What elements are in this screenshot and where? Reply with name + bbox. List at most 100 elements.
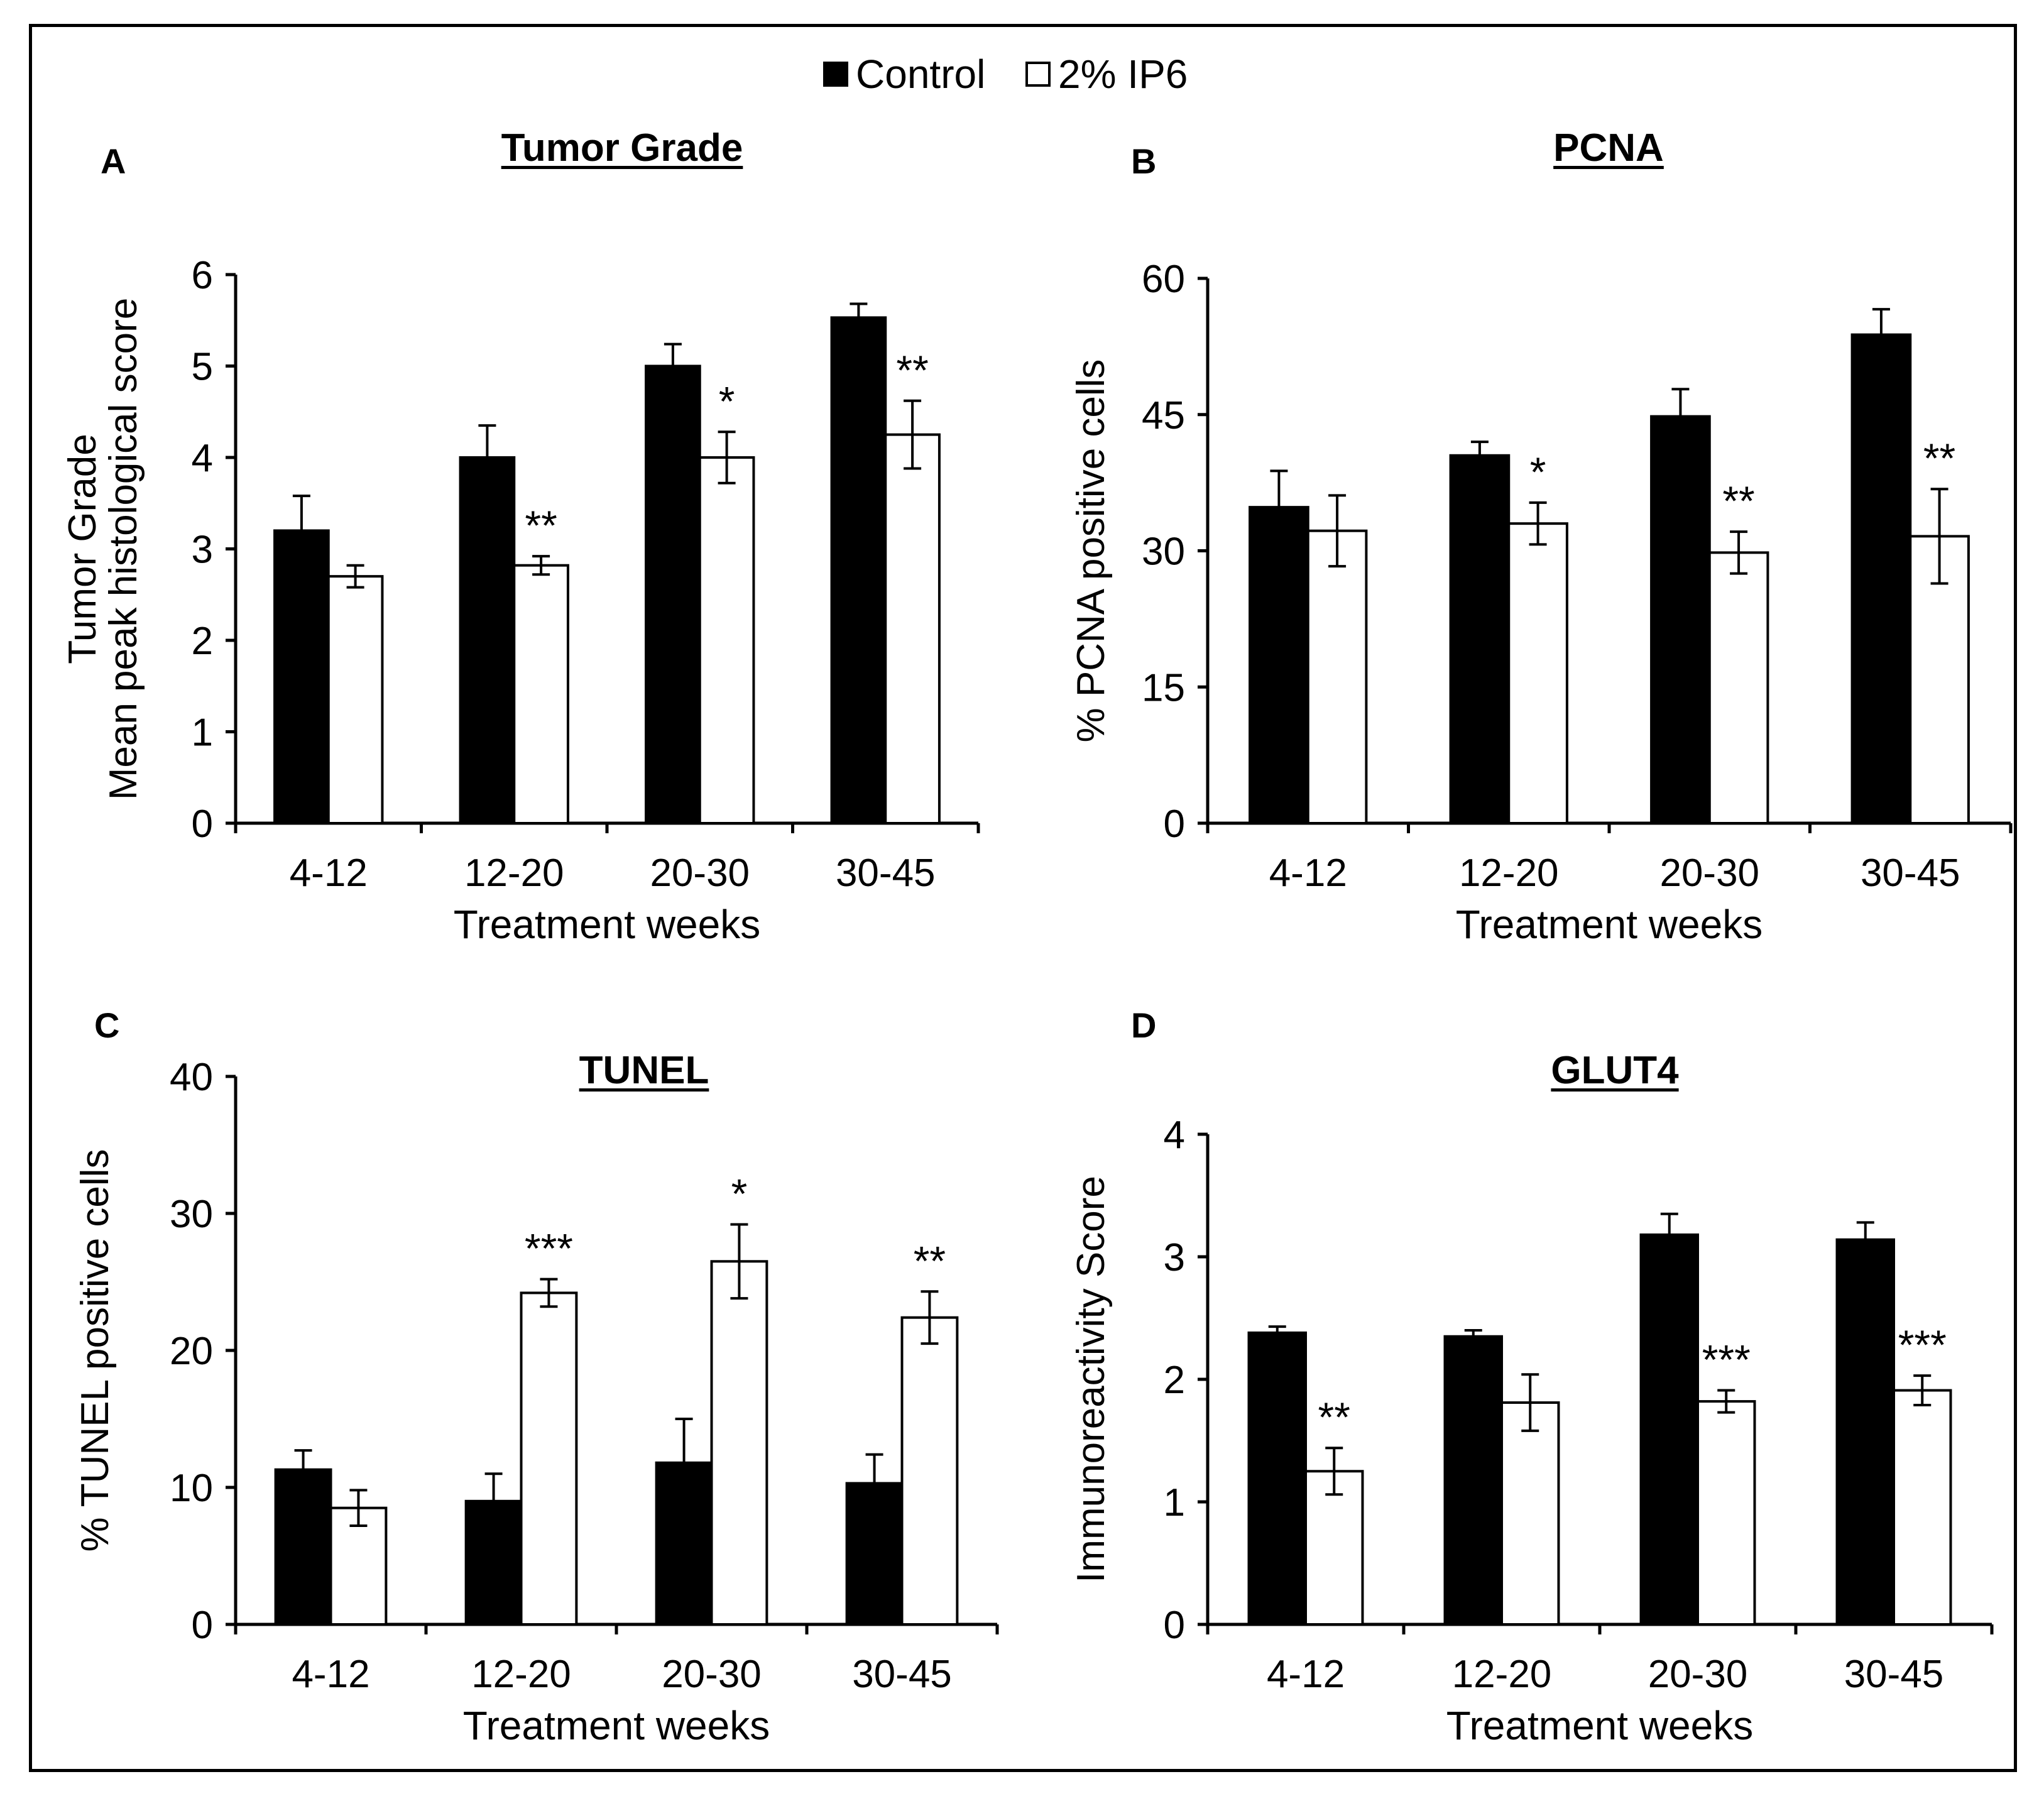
- p3-x-tick-label: 20-30: [662, 1653, 762, 1696]
- panel-letter-d: D: [1131, 1005, 1157, 1045]
- p3-bar-control: [845, 1482, 904, 1626]
- p2-x-axis-label: Treatment weeks: [1456, 902, 1763, 947]
- p2-y-tick-label: 30: [1142, 530, 1185, 574]
- p1-y-tick-label: 1: [192, 711, 213, 755]
- p3-bar-ip6: [710, 1260, 768, 1626]
- p4-x-tick-label: 30-45: [1844, 1653, 1944, 1696]
- p4-bar-control: [1639, 1233, 1700, 1626]
- figure-frame: [29, 24, 2017, 1772]
- p2-y-tick-label: 45: [1142, 394, 1185, 437]
- p3-y-tick-label: 10: [170, 1467, 213, 1510]
- p1-y-tick-label: 5: [192, 346, 213, 389]
- p1-y-tick-label: 3: [192, 528, 213, 572]
- p2-y-tick-label: 15: [1142, 666, 1185, 709]
- p2-y-tick-label: 60: [1142, 258, 1185, 301]
- p1-bar-control: [459, 456, 516, 824]
- p3-y-axis-label: % TUNEL positive cells: [74, 1149, 117, 1552]
- p4-bar-ip6: [1697, 1400, 1756, 1626]
- panel-letter-c: C: [94, 1005, 120, 1045]
- p1-y-tick-label: 0: [192, 802, 213, 846]
- p3-bar-control: [655, 1461, 713, 1626]
- p1-bar-control: [645, 364, 701, 824]
- p4-bar-control: [1835, 1238, 1896, 1626]
- p4-bar-ip6: [1893, 1389, 1952, 1626]
- legend-item-control: Control: [823, 49, 985, 99]
- legend-item-ip6: 2% IP6: [1025, 49, 1188, 99]
- p2-bar-ip6: [1306, 529, 1368, 825]
- legend: Control 2% IP6: [0, 49, 2044, 99]
- p3-x-axis-label: Treatment weeks: [463, 1703, 770, 1748]
- p4-y-tick-label: 2: [1164, 1359, 1185, 1402]
- legend-label-ip6: 2% IP6: [1058, 52, 1188, 97]
- legend-swatch-ip6: [1025, 62, 1051, 87]
- p4-x-tick-label: 20-30: [1648, 1653, 1748, 1696]
- p4-significance-mark: ***: [1702, 1337, 1751, 1383]
- p1-bar-ip6: [884, 433, 941, 824]
- p2-bar-control: [1850, 333, 1912, 824]
- p2-y-axis-label: % PCNA positive cells: [1069, 359, 1113, 743]
- p1-y-tick-label: 2: [192, 620, 213, 663]
- p3-x-tick-label: 4-12: [292, 1653, 369, 1696]
- p3-bar-ip6: [520, 1291, 578, 1626]
- panel-title-d: GLUT4: [1551, 1049, 1679, 1092]
- p1-significance-mark: **: [525, 502, 557, 549]
- p2-x-tick-label: 12-20: [1459, 851, 1559, 895]
- p4-bar-control: [1247, 1331, 1308, 1626]
- p4-x-axis-label: Treatment weeks: [1446, 1703, 1753, 1748]
- p3-significance-mark: ***: [525, 1225, 573, 1272]
- p2-bar-control: [1650, 415, 1711, 824]
- p4-y-tick-label: 3: [1164, 1236, 1185, 1279]
- p1-y-tick-label: 4: [192, 437, 213, 480]
- p1-significance-mark: **: [896, 347, 928, 393]
- p2-bar-control: [1249, 506, 1309, 824]
- p1-x-axis-label: Treatment weeks: [454, 902, 760, 947]
- p2-bar-control: [1449, 454, 1511, 824]
- p4-y-tick-label: 0: [1164, 1604, 1185, 1647]
- p3-bar-control: [274, 1468, 332, 1626]
- p3-bar-ip6: [329, 1506, 388, 1626]
- p3-x-tick-label: 30-45: [852, 1653, 952, 1696]
- p3-y-tick-label: 40: [170, 1056, 213, 1099]
- p2-x-tick-label: 4-12: [1269, 851, 1347, 895]
- p1-bar-control: [830, 316, 887, 824]
- p4-bar-ip6: [1500, 1401, 1560, 1626]
- p4-significance-mark: ***: [1898, 1322, 1947, 1368]
- legend-label-control: Control: [856, 52, 986, 97]
- p1-x-tick-label: 20-30: [650, 851, 750, 895]
- p1-significance-mark: *: [719, 378, 735, 424]
- p2-y-tick-label: 0: [1164, 802, 1185, 846]
- p3-y-tick-label: 0: [192, 1604, 213, 1647]
- p3-significance-mark: **: [914, 1237, 946, 1284]
- p4-bar-control: [1443, 1335, 1504, 1626]
- p2-x-tick-label: 30-45: [1861, 851, 1960, 895]
- p2-significance-mark: **: [1923, 435, 1955, 481]
- p4-significance-mark: **: [1318, 1394, 1350, 1440]
- p3-significance-mark: *: [731, 1170, 748, 1217]
- p1-bar-ip6: [698, 456, 755, 824]
- p4-y-axis-label: Immunoreactivity Score: [1069, 1176, 1113, 1583]
- p1-bar-ip6: [513, 564, 569, 824]
- p3-y-tick-label: 20: [170, 1330, 213, 1373]
- p2-significance-mark: **: [1722, 478, 1754, 524]
- p2-bar-ip6: [1507, 522, 1568, 825]
- p2-x-tick-label: 20-30: [1659, 851, 1759, 895]
- p4-x-tick-label: 4-12: [1267, 1653, 1345, 1696]
- p1-x-tick-label: 4-12: [290, 851, 368, 895]
- p1-y-axis-label: Tumor Grade: [61, 434, 104, 664]
- p1-y-axis-label: Mean peak histological score: [102, 298, 145, 801]
- panel-letter-b: B: [1131, 141, 1157, 181]
- p3-y-tick-label: 30: [170, 1193, 213, 1236]
- legend-swatch-control: [823, 62, 848, 87]
- p3-bar-control: [464, 1499, 523, 1626]
- panel-letter-a: A: [101, 141, 126, 181]
- p2-bar-ip6: [1708, 551, 1769, 824]
- panel-title-b: PCNA: [1553, 126, 1664, 170]
- p1-x-tick-label: 30-45: [836, 851, 936, 895]
- panel-title-c: TUNEL: [579, 1049, 709, 1092]
- p1-y-tick-label: 6: [192, 254, 213, 297]
- p1-bar-ip6: [327, 575, 384, 825]
- p4-y-tick-label: 4: [1164, 1114, 1185, 1157]
- p4-y-tick-label: 1: [1164, 1481, 1185, 1524]
- p1-bar-control: [273, 529, 330, 825]
